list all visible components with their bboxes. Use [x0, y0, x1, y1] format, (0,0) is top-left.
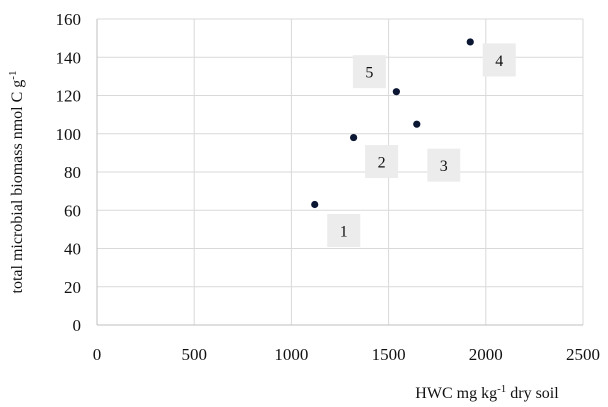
data-point — [413, 120, 421, 128]
y-axis-title-main: total microbial biomass nmol C g — [9, 80, 26, 294]
tick-labels: 0 20 40 60 80 100 120 140 160 0 500 1000 1500 2000 250… — [56, 10, 601, 364]
x-tick-label: 2500 — [566, 345, 600, 364]
point-label: 5 — [365, 65, 373, 82]
y-tick-label: 140 — [56, 48, 82, 67]
data-point — [392, 88, 400, 96]
x-tick-label: 1000 — [274, 345, 308, 364]
x-axis-title-end: dry soil — [506, 385, 559, 402]
data-point — [350, 133, 358, 142]
y-tick-label: 0 — [73, 316, 82, 335]
y-tick-label: 20 — [64, 278, 81, 297]
y-tick-label: 80 — [64, 163, 81, 182]
data-points — [311, 38, 474, 209]
x-axis-title-sup: -1 — [497, 383, 506, 395]
point-label-box — [365, 145, 399, 179]
y-tick-label: 40 — [64, 240, 81, 259]
axes — [96, 19, 583, 326]
y-axis-title-sup: -1 — [7, 71, 19, 80]
y-tick-label: 60 — [64, 201, 81, 220]
x-tick-label: 0 — [93, 345, 102, 364]
x-tick-label: 500 — [181, 345, 207, 364]
x-axis-title-main: HWC mg kg — [415, 385, 497, 402]
y-tick-label: 100 — [56, 125, 82, 144]
data-point — [466, 38, 474, 46]
y-tick-label: 120 — [56, 87, 82, 106]
x-tick-label: 1500 — [372, 345, 406, 364]
y-axis-title: total microbial biomass nmol C g-1 — [7, 71, 26, 294]
x-tick-label: 2000 — [469, 345, 503, 364]
point-label: 1 — [340, 224, 348, 241]
point-label-box — [352, 55, 386, 89]
point-label: 2 — [378, 155, 386, 172]
y-tick-label: 160 — [56, 10, 82, 29]
point-label-box — [327, 214, 361, 248]
point-label: 4 — [495, 53, 503, 70]
data-point — [311, 200, 319, 209]
point-label-box — [482, 43, 516, 77]
point-annotations: 1 2 3 4 5 — [327, 43, 516, 248]
x-axis-title: HWC mg kg-1 dry soil — [415, 383, 559, 402]
point-label-box — [427, 148, 461, 182]
point-label: 3 — [440, 158, 448, 175]
